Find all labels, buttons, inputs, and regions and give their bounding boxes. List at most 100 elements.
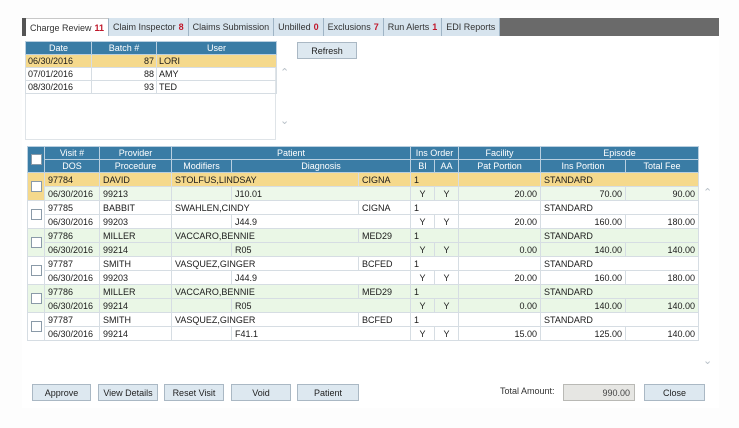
col-header-batch[interactable]: Batch #: [91, 41, 157, 55]
modifiers: [171, 298, 232, 313]
patient-name: VACCARO,BENNIE: [171, 284, 359, 299]
col-header-provider[interactable]: Provider: [99, 146, 172, 160]
col-header-total-fee[interactable]: Total Fee: [625, 159, 700, 173]
row-checkbox[interactable]: [30, 265, 42, 277]
bi: Y: [410, 326, 436, 341]
col-header-procedure[interactable]: Procedure: [99, 159, 172, 173]
patient-name: VASQUEZ,GINGER: [171, 256, 359, 271]
total-fee: 140.00: [625, 242, 700, 257]
pat-portion: 20.00: [458, 214, 542, 229]
col-header-pat-portion[interactable]: Pat Portion: [458, 159, 542, 173]
col-header-bi[interactable]: BI: [410, 159, 436, 173]
pat-portion: 20.00: [458, 270, 542, 285]
charge-row[interactable]: 06/30/2016 99214 R05 Y Y 0.00 140.00 140…: [28, 242, 700, 257]
close-button[interactable]: Close: [644, 384, 705, 401]
ins-portion: 160.00: [540, 214, 627, 229]
tab-claims-submission[interactable]: Claims Submission: [188, 18, 275, 36]
provider: MILLER: [99, 228, 172, 243]
patient-label: Patient: [313, 387, 343, 398]
aa: Y: [434, 298, 460, 313]
visit-row[interactable]: 97784 DAVID STOLFUS,LINDSAY CIGNA 1 STAN…: [27, 172, 700, 201]
bi: Y: [410, 186, 436, 201]
charges-grid: Visit # Provider Patient Ins Order Facil…: [27, 146, 700, 341]
col-header-visit[interactable]: Visit #: [44, 146, 100, 160]
visit-row[interactable]: 97785 BABBIT SWAHLEN,CINDY CIGNA 1 STAND…: [27, 200, 700, 229]
chevron-up-icon[interactable]: ⌃: [280, 67, 290, 79]
tab-charge-review[interactable]: Charge Review 11: [26, 18, 110, 37]
col-header-user[interactable]: User: [156, 41, 277, 55]
diagnosis: J44.9: [230, 214, 412, 229]
tab-edi-reports[interactable]: EDI Reports: [442, 18, 501, 36]
episode: STANDARD: [540, 256, 700, 271]
row-select-cell: [27, 256, 45, 285]
visit-row[interactable]: 97786 MILLER VACCARO,BENNIE MED29 1 STAN…: [27, 228, 700, 257]
col-header-dos[interactable]: DOS: [44, 159, 100, 173]
charge-row[interactable]: 06/30/2016 99203 J44.9 Y Y 20.00 160.00 …: [28, 214, 700, 229]
tab-claim-inspector[interactable]: Claim Inspector 8: [109, 18, 189, 36]
col-header-facility[interactable]: Facility: [458, 146, 542, 160]
chevron-up-icon[interactable]: ⌃: [703, 187, 713, 199]
view-details-button[interactable]: View Details: [98, 384, 158, 401]
total-fee: 180.00: [625, 270, 700, 285]
col-header-date[interactable]: Date: [25, 41, 92, 55]
patient-button[interactable]: Patient: [297, 384, 359, 401]
refresh-button[interactable]: Refresh: [297, 42, 357, 59]
tab-strip-edge: [22, 18, 26, 36]
charge-row[interactable]: 06/30/2016 99214 F41.1 Y Y 15.00 125.00 …: [28, 326, 700, 341]
batch-date: 06/30/2016: [25, 54, 92, 68]
chevron-down-icon[interactable]: ⌄: [703, 355, 713, 367]
dos: 06/30/2016: [44, 270, 100, 285]
select-all-checkbox[interactable]: [30, 154, 42, 166]
episode: STANDARD: [540, 172, 700, 187]
batch-row[interactable]: 06/30/2016 87 LORI: [25, 54, 277, 68]
row-checkbox[interactable]: [30, 181, 42, 193]
tab-exclusions[interactable]: Exclusions 7: [323, 18, 384, 36]
batch-user: AMY: [156, 67, 277, 81]
chevron-down-icon[interactable]: ⌄: [280, 115, 290, 127]
diagnosis: J44.9: [230, 270, 412, 285]
col-header-ins-order[interactable]: Ins Order: [410, 146, 460, 160]
col-header-modifiers[interactable]: Modifiers: [171, 159, 232, 173]
approve-button[interactable]: Approve: [32, 384, 91, 401]
modifiers: [171, 186, 232, 201]
row-checkbox[interactable]: [30, 321, 42, 333]
tab-run-alerts[interactable]: Run Alerts 1: [383, 18, 443, 36]
col-header-diagnosis[interactable]: Diagnosis: [230, 159, 412, 173]
total-fee: 140.00: [625, 298, 700, 313]
charge-row[interactable]: 06/30/2016 99214 R05 Y Y 0.00 140.00 140…: [28, 298, 700, 313]
pat-portion: 0.00: [458, 242, 542, 257]
carrier: CIGNA: [357, 172, 412, 187]
row-checkbox[interactable]: [30, 209, 42, 221]
episode: STANDARD: [540, 312, 700, 327]
tab-badge: 1: [432, 22, 438, 32]
col-header-patient[interactable]: Patient: [170, 146, 412, 160]
patient-name: VACCARO,BENNIE: [171, 228, 359, 243]
visit-row[interactable]: 97787 SMITH VASQUEZ,GINGER BCFED 1 STAND…: [27, 312, 700, 341]
facility: [458, 172, 542, 187]
row-checkbox[interactable]: [30, 293, 42, 305]
visit-row[interactable]: 97787 SMITH VASQUEZ,GINGER BCFED 1 STAND…: [27, 256, 700, 285]
row-checkbox[interactable]: [30, 237, 42, 249]
diagnosis: R05: [230, 242, 412, 257]
tab-badge: 8: [178, 22, 184, 32]
col-header-aa[interactable]: AA: [434, 159, 460, 173]
dos: 06/30/2016: [44, 326, 100, 341]
reset-visit-button[interactable]: Reset Visit: [164, 384, 224, 401]
col-header-ins-portion[interactable]: Ins Portion: [540, 159, 627, 173]
episode: STANDARD: [540, 228, 700, 243]
visit-row[interactable]: 97786 MILLER VACCARO,BENNIE MED29 1 STAN…: [27, 284, 700, 313]
charge-row[interactable]: 06/30/2016 99203 J44.9 Y Y 20.00 160.00 …: [28, 270, 700, 285]
modifiers: [171, 270, 232, 285]
void-button[interactable]: Void: [231, 384, 291, 401]
tab-unbilled[interactable]: Unbilled 0: [274, 18, 324, 36]
procedure: 99213: [99, 186, 172, 201]
batch-user: TED: [156, 80, 277, 94]
col-header-episode[interactable]: Episode: [540, 146, 700, 160]
episode: STANDARD: [540, 200, 700, 215]
tab-label: Claims Submission: [192, 22, 270, 32]
aa: Y: [434, 326, 460, 341]
charge-row[interactable]: 06/30/2016 99213 J10.01 Y Y 20.00 70.00 …: [28, 186, 700, 201]
batch-user: LORI: [156, 54, 277, 68]
batch-row[interactable]: 08/30/2016 93 TED: [25, 80, 277, 94]
batch-row[interactable]: 07/01/2016 88 AMY: [25, 67, 277, 81]
